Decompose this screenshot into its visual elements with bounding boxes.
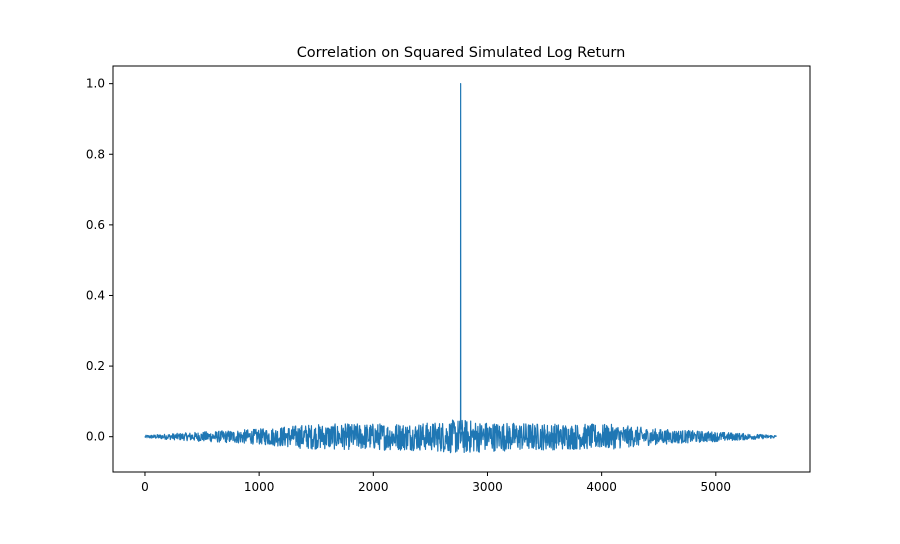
x-tick-label: 3000 [472,480,503,494]
x-tick-label: 2000 [358,480,389,494]
y-tick-label: 0.8 [86,147,105,161]
x-axis: 0 1000 2000 3000 4000 5000 [141,472,731,494]
y-tick-label: 0.2 [86,359,105,373]
x-tick-label: 0 [141,480,149,494]
chart-title: Correlation on Squared Simulated Log Ret… [297,45,626,61]
series-layer [144,83,777,454]
plot-frame [112,65,811,473]
y-tick-label: 0.6 [86,218,105,232]
series-line [144,83,777,454]
x-tick-label: 5000 [701,480,732,494]
x-tick-label: 4000 [586,480,617,494]
y-tick-label: 0.0 [86,430,105,444]
x-tick-label: 1000 [244,480,275,494]
y-axis: 0.0 0.2 0.4 0.6 0.8 1.0 [86,77,113,444]
y-tick-label: 0.4 [86,288,105,302]
y-tick-label: 1.0 [86,77,105,91]
